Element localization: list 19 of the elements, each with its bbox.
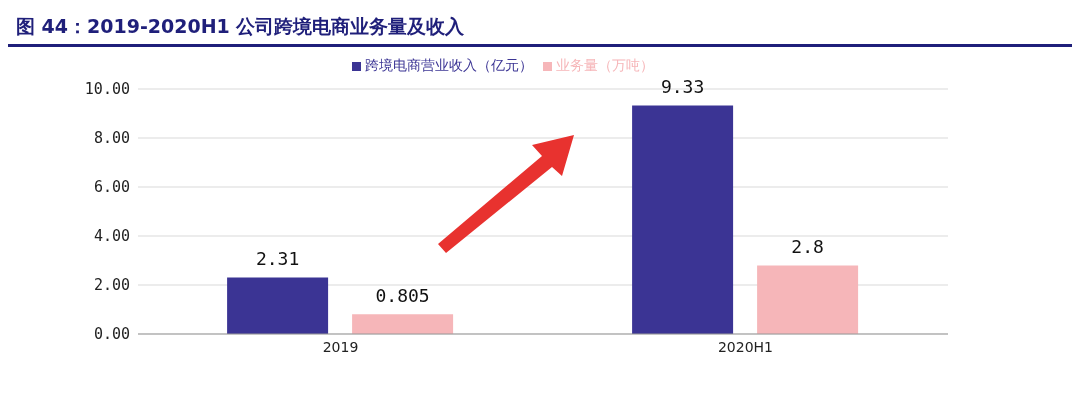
bar [227, 277, 329, 334]
bar [757, 265, 859, 334]
x-tick-label: 2019 [322, 338, 359, 355]
bar [632, 105, 734, 334]
y-tick-label: 8.00 [93, 129, 130, 148]
data-label: 9.33 [660, 76, 705, 98]
data-label: 2.31 [255, 248, 300, 270]
chart-title: 图 44：2019-2020H1 公司跨境电商业务量及收入 [15, 14, 466, 39]
data-label: 2.8 [791, 236, 824, 258]
y-tick-label: 4.00 [93, 227, 130, 246]
y-tick-label: 10.00 [84, 80, 130, 99]
x-tick-label: 2020H1 [717, 338, 774, 355]
y-tick-label: 6.00 [93, 178, 130, 197]
legend-label: 跨境电商营业收入（亿元） [365, 57, 533, 73]
data-label: 0.805 [375, 285, 430, 307]
bar [352, 314, 454, 334]
y-tick-label: 0.00 [93, 325, 130, 344]
y-tick-label: 2.00 [93, 276, 130, 295]
legend-label: 业务量（万吨） [556, 57, 654, 73]
